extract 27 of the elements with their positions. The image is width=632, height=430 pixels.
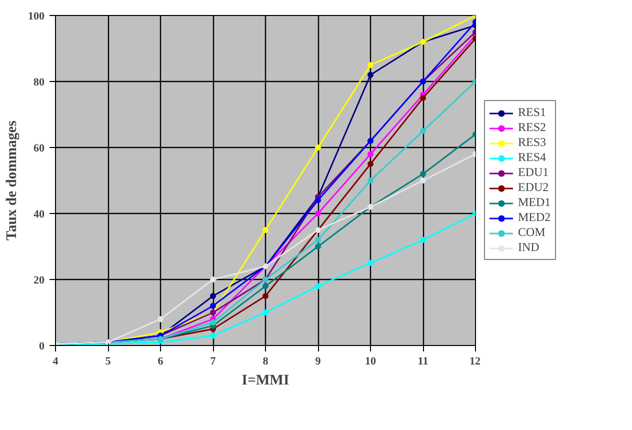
legend-label: RES2 — [518, 120, 546, 135]
x-axis-title: I=MMI — [242, 372, 290, 388]
x-tick-label: 11 — [418, 356, 428, 368]
legend-label: EDU2 — [518, 180, 549, 195]
x-tick-label: 8 — [262, 356, 269, 368]
legend-label: RES1 — [518, 105, 546, 120]
y-tick-label: 40 — [34, 208, 45, 220]
y-tick-label: 100 — [28, 10, 45, 22]
y-axis-title: Taux de dommages — [4, 120, 20, 240]
legend-label: MED2 — [518, 210, 551, 225]
y-tick-label: 0 — [39, 340, 45, 352]
x-tick-label: 4 — [52, 356, 59, 368]
x-tick-label: 10 — [365, 356, 376, 368]
x-tick-label: 5 — [105, 356, 112, 368]
x-tick-label: 9 — [315, 356, 322, 368]
legend-label: COM — [518, 225, 546, 240]
x-tick-label: 12 — [470, 356, 481, 368]
x-tick-label: 7 — [210, 356, 216, 368]
legend-label: RES3 — [518, 135, 546, 150]
y-tick-label: 80 — [34, 76, 45, 88]
y-tick-label: 60 — [34, 142, 45, 154]
legend-label: MED1 — [518, 195, 551, 210]
y-tick-label: 20 — [34, 274, 45, 286]
legend-label: IND — [518, 240, 540, 255]
x-tick-label: 6 — [158, 356, 164, 368]
legend-label: EDU1 — [518, 165, 549, 180]
legend-label: RES4 — [518, 150, 546, 165]
